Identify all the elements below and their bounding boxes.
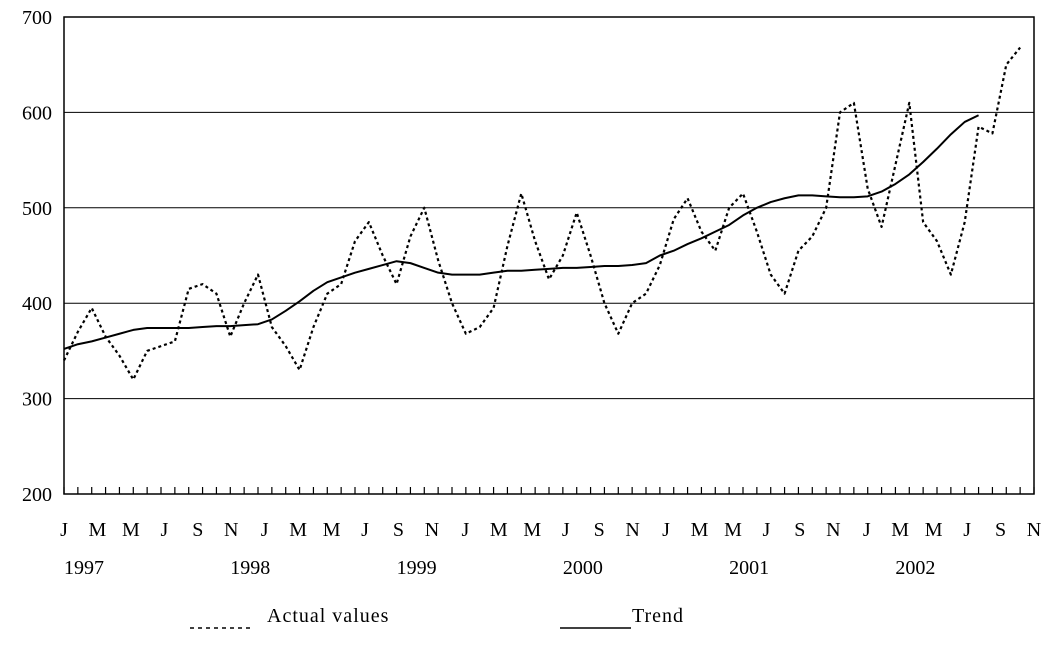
x-month-label-12: J [461, 519, 469, 541]
x-month-label-15: J [562, 519, 570, 541]
x-month-label-19: M [691, 519, 709, 541]
x-year-label-1997: 1997 [64, 557, 104, 579]
x-axis-ticks [63, 487, 1035, 494]
x-month-label-7: M [289, 519, 307, 541]
x-year-label-2000: 2000 [563, 557, 603, 579]
y-tick-label-700: 700 [22, 7, 52, 29]
y-tick-label-600: 600 [22, 102, 52, 124]
x-month-label-24: J [863, 519, 871, 541]
x-month-label-22: S [794, 519, 805, 541]
x-month-label-25: M [891, 519, 909, 541]
y-tick-label-400: 400 [22, 293, 52, 315]
x-month-label-27: J [963, 519, 971, 541]
plot-area-frame [63, 16, 1035, 495]
x-year-label-1998: 1998 [230, 557, 270, 579]
x-month-label-9: J [361, 519, 369, 541]
x-month-label-29: N [1027, 519, 1041, 541]
x-month-label-11: N [425, 519, 439, 541]
y-tick-label-300: 300 [22, 389, 52, 411]
x-month-label-18: J [662, 519, 670, 541]
x-month-label-6: J [261, 519, 269, 541]
series-lines [63, 46, 1021, 381]
x-month-label-16: S [594, 519, 605, 541]
x-month-label-20: M [724, 519, 742, 541]
series-line-actual-values [63, 46, 1021, 381]
x-month-label-3: J [160, 519, 168, 541]
x-month-label-23: N [826, 519, 840, 541]
x-year-label-2001: 2001 [729, 557, 769, 579]
x-month-label-13: M [490, 519, 508, 541]
x-month-label-26: M [925, 519, 943, 541]
x-month-label-17: N [625, 519, 639, 541]
x-month-label-21: J [763, 519, 771, 541]
x-month-label-0: J [60, 519, 68, 541]
x-month-label-1: M [89, 519, 107, 541]
y-tick-label-500: 500 [22, 198, 52, 220]
grid-lines [64, 111, 1034, 400]
y-axis-tick-labels: 200 300 400 500 600 700 [22, 7, 52, 506]
legend-actual-label: Actual values [267, 605, 389, 627]
x-month-label-5: N [224, 519, 238, 541]
legend: Actual values Trend [190, 605, 684, 629]
series-line-trend [63, 114, 980, 350]
x-month-label-14: M [523, 519, 541, 541]
x-year-label-1999: 1999 [397, 557, 437, 579]
x-year-label-2002: 2002 [895, 557, 935, 579]
x-month-label-4: S [192, 519, 203, 541]
y-tick-label-200: 200 [22, 484, 52, 506]
x-month-label-2: M [122, 519, 140, 541]
x-month-label-10: S [393, 519, 404, 541]
x-axis-year-labels: 1997 1998 1999 2000 2001 2002 [64, 557, 935, 579]
legend-trend-label: Trend [632, 605, 684, 627]
x-month-label-8: M [323, 519, 341, 541]
x-month-label-28: S [995, 519, 1006, 541]
